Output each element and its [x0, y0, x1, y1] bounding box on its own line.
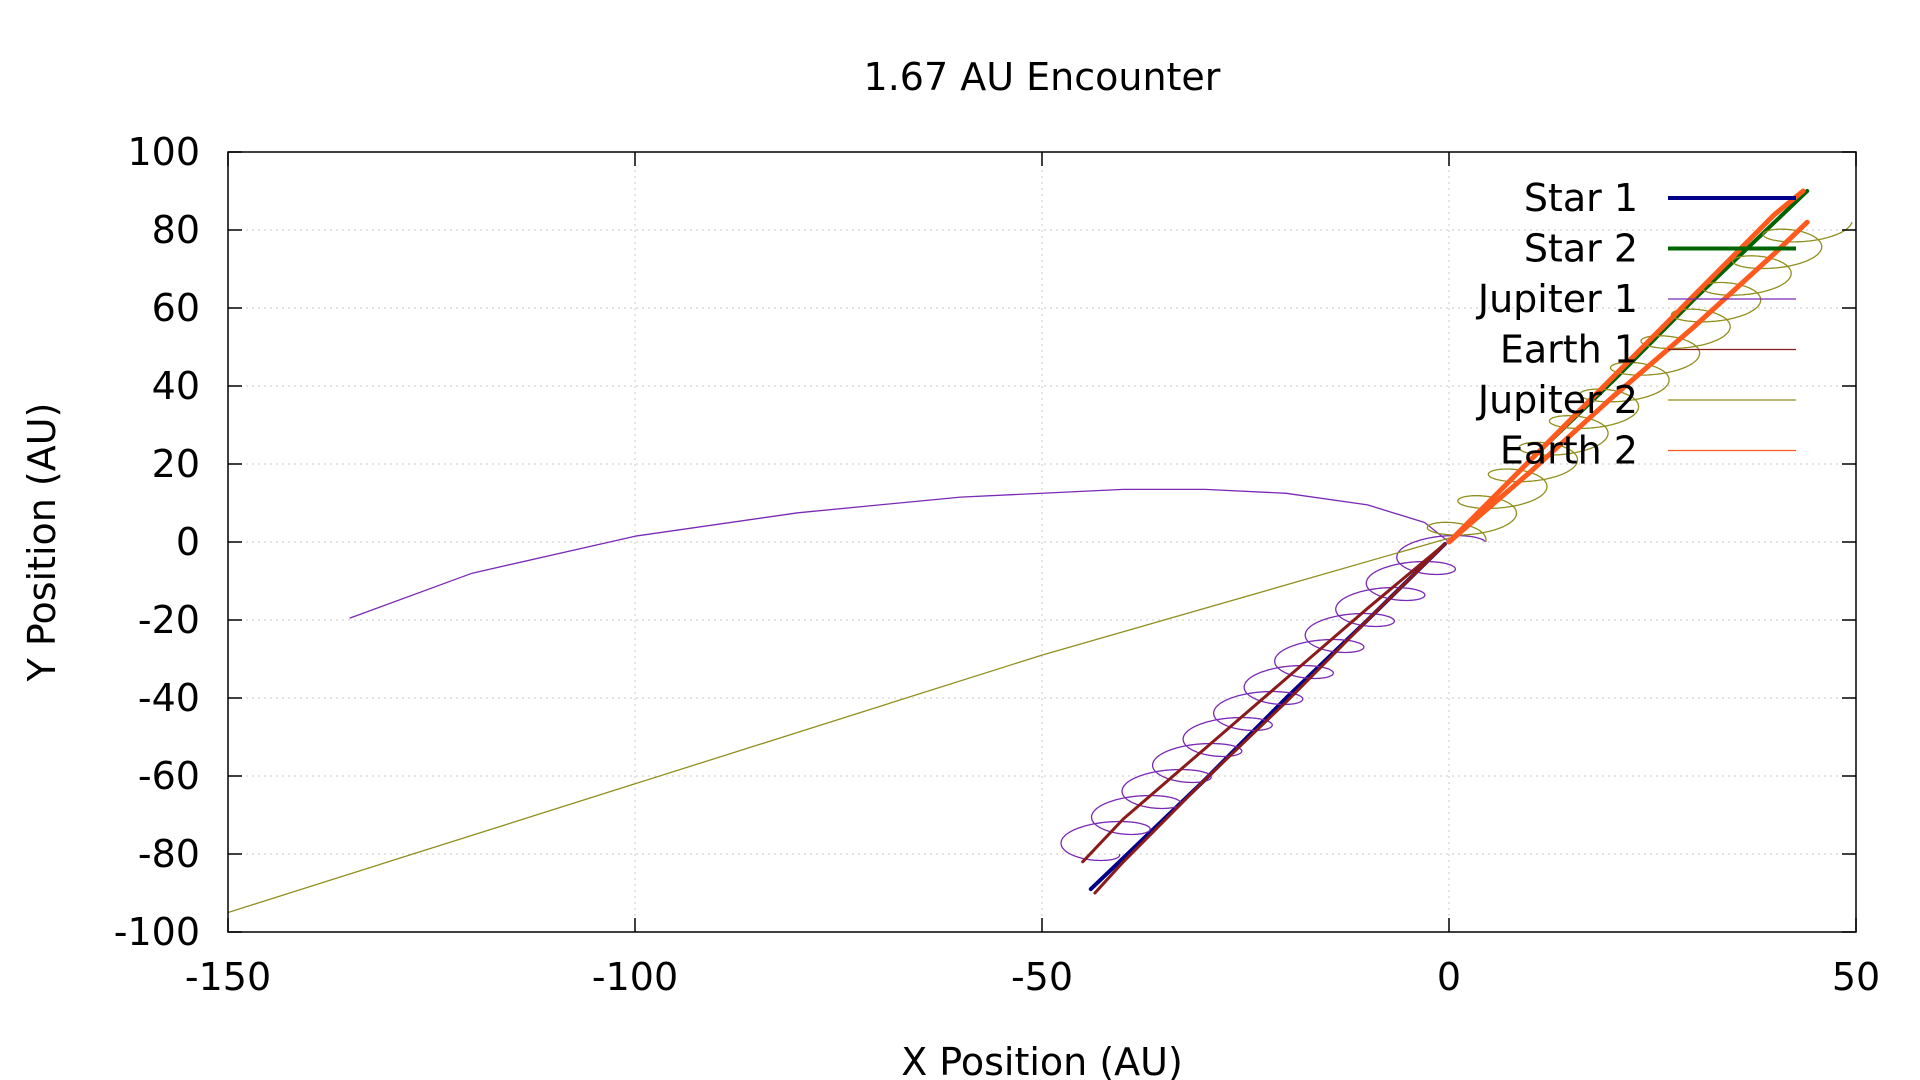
y-tick-label: -80 — [138, 832, 200, 876]
y-tick-label: 80 — [152, 208, 200, 252]
y-tick-label: -20 — [138, 598, 200, 642]
y-tick-label: 100 — [127, 130, 200, 174]
x-axis-label: X Position (AU) — [901, 1040, 1183, 1080]
series-layer — [228, 188, 1853, 914]
series-jupiter-1-loops — [1060, 534, 1487, 862]
y-tick-label: -40 — [138, 676, 200, 720]
legend-label-jupiter-1: Jupiter 1 — [1476, 277, 1638, 321]
y-axis-label: Y Position (AU) — [20, 403, 64, 683]
y-tick-label: -60 — [138, 754, 200, 798]
series-jupiter-1-line — [349, 488, 1450, 619]
series-earth-1-line — [1081, 542, 1447, 864]
x-tick-label: -50 — [1011, 955, 1073, 999]
tick-layer: -150 -100 -50 0 50-100-80-60-40-200204060801… — [114, 130, 1880, 999]
x-tick-label: -100 — [592, 955, 678, 999]
series-jupiter-2-line — [228, 537, 1450, 914]
chart-title: 1.67 AU Encounter — [864, 55, 1221, 99]
legend-label-star-2: Star 2 — [1524, 227, 1638, 271]
legend-label-earth-1: Earth 1 — [1500, 328, 1638, 372]
x-tick-label: 0 — [1437, 955, 1461, 999]
y-tick-label: 20 — [152, 442, 200, 486]
y-tick-label: 0 — [176, 520, 200, 564]
y-tick-label: -100 — [114, 910, 200, 954]
x-tick-label: -150 — [185, 955, 271, 999]
grid-layer — [228, 152, 1856, 932]
series-jupiter-2-loops — [1426, 222, 1853, 543]
series-earth-2-line — [1446, 188, 1806, 545]
y-tick-label: 40 — [152, 364, 200, 408]
legend-label-earth-2: Earth 2 — [1500, 429, 1638, 473]
y-tick-label: 60 — [152, 286, 200, 330]
legend: Star 1 Star 2 Jupiter 1 Earth 1 Jupiter 2 Ear… — [1476, 176, 1796, 473]
legend-label-jupiter-2: Jupiter 2 — [1476, 378, 1638, 422]
x-tick-label: 50 — [1832, 955, 1880, 999]
series-earth-1-line — [1093, 542, 1447, 895]
legend-label-star-1: Star 1 — [1524, 176, 1638, 220]
